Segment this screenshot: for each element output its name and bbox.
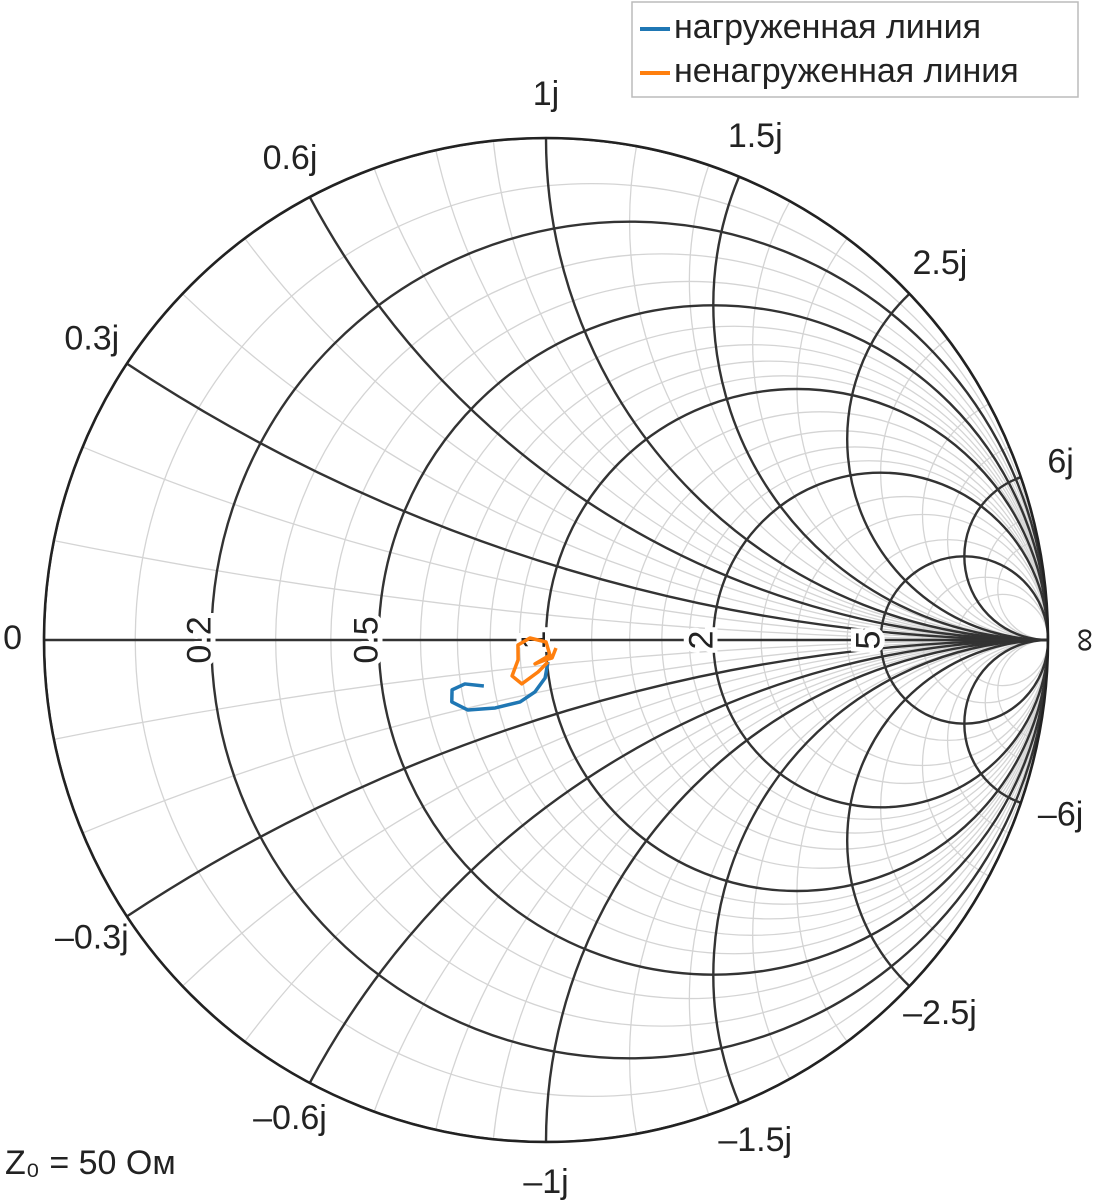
minor-grid-arc xyxy=(492,140,1048,641)
x-tick-label: –1j xyxy=(523,1163,568,1200)
minor-grid-arc xyxy=(373,639,1048,1112)
minor-grid-arc xyxy=(921,639,1048,877)
data-lines xyxy=(450,636,558,712)
x-tick-label: –0.6j xyxy=(253,1099,327,1137)
legend-box xyxy=(631,1,1079,98)
minor-grid-arc xyxy=(796,238,1048,641)
minor-grid-arc xyxy=(984,639,1048,765)
annotation: Z₀ = 50 Ом xyxy=(5,1144,176,1182)
grid-arc xyxy=(308,196,1048,642)
legend: нагруженная линия ненагруженная линия xyxy=(631,1,1079,98)
x-tick-label: –0.3j xyxy=(55,918,129,956)
minor-grid-arc xyxy=(997,639,1048,741)
data-line xyxy=(450,661,550,712)
x-tick-label: 6j xyxy=(1047,443,1073,481)
minor-grid-arc xyxy=(182,639,1048,987)
grid-arc xyxy=(126,638,1048,918)
minor-grid-arc xyxy=(629,146,1048,641)
minor-grid-arc xyxy=(82,639,1048,834)
r-tick-label: 5 xyxy=(850,631,888,650)
grid-arc xyxy=(544,638,1048,1142)
minor-grid-arc xyxy=(435,150,1048,641)
minor-grid-arc xyxy=(492,639,1048,1140)
data-line xyxy=(510,636,558,686)
major-grid xyxy=(44,138,1048,1142)
grid-arc xyxy=(308,638,1048,1084)
minor-grid-arc xyxy=(373,168,1048,641)
grid-arc xyxy=(846,638,1048,988)
minor-grid-arc xyxy=(82,446,1048,641)
minor-grid-arc xyxy=(53,539,1048,641)
grid-arc xyxy=(126,362,1048,642)
grid-arc xyxy=(712,176,1048,642)
grid-arc xyxy=(712,638,1048,1104)
minor-grid-arc xyxy=(182,293,1048,641)
legend-label: ненагруженная линия xyxy=(674,52,1019,90)
legend-label: нагруженная линия xyxy=(674,8,981,46)
minor-grid-arc xyxy=(752,639,1048,1080)
x-tick-label: –6j xyxy=(1038,795,1083,833)
r-tick-label: 0.5 xyxy=(348,616,386,663)
x-tick-label: 2.5j xyxy=(913,244,968,282)
minor-grid-arc xyxy=(880,338,1048,641)
r-tick-label: 2 xyxy=(682,631,720,650)
grid-arc xyxy=(963,638,1048,804)
minor-grid-arc xyxy=(880,639,1048,942)
minor-grid-arc xyxy=(629,639,1048,1134)
x-tick-label: 1.5j xyxy=(728,117,783,155)
r-tick-label: 0.2 xyxy=(180,616,218,663)
grid-arc xyxy=(963,476,1048,642)
r-tick-label: 0 xyxy=(3,619,22,657)
minor-grid-arc xyxy=(921,403,1048,641)
grid-arc xyxy=(846,292,1048,642)
tick-labels: 0 0.2 0.5 1 2 5 ∞0.3j0.6j1j1.5j2.5j6j–0.3j–0.6… xyxy=(3,75,1102,1200)
minor-grid-arc xyxy=(435,639,1048,1130)
outer-circle xyxy=(42,136,1050,1144)
minor-grid-arc xyxy=(947,446,1048,641)
x-tick-label: –1.5j xyxy=(718,1121,792,1159)
minor-grid-arc xyxy=(752,200,1048,641)
x-tick-label: 0.6j xyxy=(263,139,318,177)
x-tick-label: –2.5j xyxy=(903,994,977,1032)
r-tick-label: ∞ xyxy=(1067,628,1102,652)
minor-grid-arc xyxy=(984,515,1048,641)
minor-grid-arc xyxy=(947,639,1048,834)
minor-grid-arc xyxy=(997,539,1048,641)
grid-arc xyxy=(544,138,1048,642)
x-tick-label: 0.3j xyxy=(64,320,119,358)
x-tick-label: 1j xyxy=(533,75,559,113)
minor-grid-arc xyxy=(796,639,1048,1042)
